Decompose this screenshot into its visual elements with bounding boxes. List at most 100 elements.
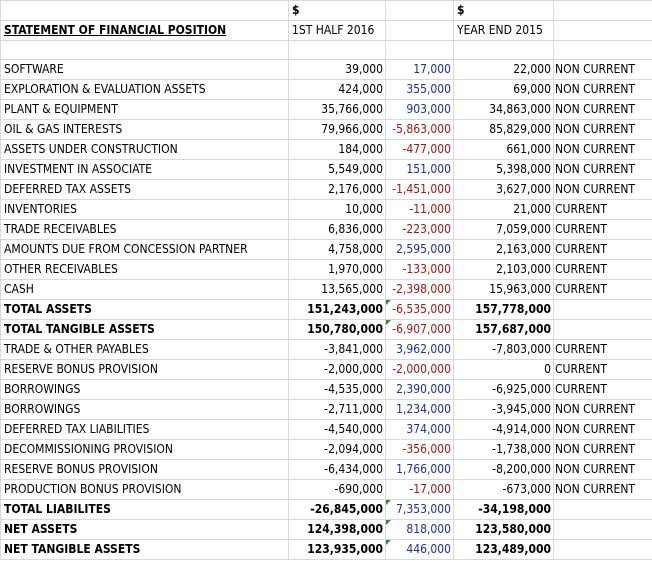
line-item-label[interactable]: EXPLORATION & EVALUATION ASSETS — [0, 79, 289, 100]
change-value[interactable]: 374,000 — [385, 419, 454, 440]
half-2016-value[interactable]: -4,535,000 — [288, 379, 386, 400]
year-end-2015-value[interactable]: -673,000 — [453, 479, 554, 500]
change-value[interactable]: 17,000 — [385, 59, 454, 80]
classification-label[interactable]: CURRENT — [553, 279, 652, 300]
classification-label[interactable]: CURRENT — [553, 259, 652, 280]
year-end-2015-value[interactable]: 21,000 — [453, 199, 554, 220]
half-2016-value[interactable]: 124,398,000 — [288, 519, 386, 540]
classification-label[interactable] — [553, 299, 652, 320]
line-item-label[interactable]: BORROWINGS — [0, 379, 289, 400]
year-end-2015-value[interactable]: 157,687,000 — [453, 319, 554, 340]
line-item-label[interactable]: TOTAL LIABILITES — [0, 499, 289, 520]
year-end-2015-value[interactable]: 7,059,000 — [453, 219, 554, 240]
half-2016-value[interactable]: 10,000 — [288, 199, 386, 220]
year-end-2015-value[interactable]: 2,103,000 — [453, 259, 554, 280]
change-value[interactable]: -6,535,000 — [385, 299, 454, 320]
classification-label[interactable]: CURRENT — [553, 339, 652, 360]
line-item-label[interactable]: NET TANGIBLE ASSETS — [0, 539, 289, 560]
change-value[interactable]: 3,962,000 — [385, 339, 454, 360]
blank-cell[interactable] — [453, 40, 554, 60]
change-value[interactable]: -2,398,000 — [385, 279, 454, 300]
half-2016-value[interactable]: 39,000 — [288, 59, 386, 80]
line-item-label[interactable]: AMOUNTS DUE FROM CONCESSION PARTNER — [0, 239, 289, 260]
year-end-2015-value[interactable]: 0 — [453, 359, 554, 380]
half-2016-value[interactable]: 184,000 — [288, 139, 386, 160]
change-value[interactable]: 446,000 — [385, 539, 454, 560]
half-2016-value[interactable]: 150,780,000 — [288, 319, 386, 340]
blank-cell[interactable] — [553, 40, 652, 60]
classification-label[interactable]: NON CURRENT — [553, 139, 652, 160]
classification-label[interactable]: NON CURRENT — [553, 399, 652, 420]
line-item-label[interactable]: RESERVE BONUS PROVISION — [0, 359, 289, 380]
classification-label[interactable]: NON CURRENT — [553, 419, 652, 440]
line-item-label[interactable]: TOTAL TANGIBLE ASSETS — [0, 319, 289, 340]
line-item-label[interactable]: NET ASSETS — [0, 519, 289, 540]
change-value[interactable]: -5,863,000 — [385, 119, 454, 140]
year-end-2015-value[interactable]: 3,627,000 — [453, 179, 554, 200]
year-end-2015-value[interactable]: 157,778,000 — [453, 299, 554, 320]
change-value[interactable]: -6,907,000 — [385, 319, 454, 340]
half-2016-value[interactable]: -2,711,000 — [288, 399, 386, 420]
change-value[interactable]: -1,451,000 — [385, 179, 454, 200]
half-2016-value[interactable]: -4,540,000 — [288, 419, 386, 440]
line-item-label[interactable]: TRADE RECEIVABLES — [0, 219, 289, 240]
column-header-half-2016[interactable]: 1ST HALF 2016 — [288, 20, 386, 41]
half-2016-value[interactable]: -26,845,000 — [288, 499, 386, 520]
classification-label[interactable]: CURRENT — [553, 359, 652, 380]
change-value[interactable]: 2,390,000 — [385, 379, 454, 400]
line-item-label[interactable]: RESERVE BONUS PROVISION — [0, 459, 289, 480]
year-end-2015-value[interactable]: -8,200,000 — [453, 459, 554, 480]
line-item-label[interactable]: CASH — [0, 279, 289, 300]
year-end-2015-value[interactable]: 69,000 — [453, 79, 554, 100]
line-item-label[interactable]: DEFERRED TAX LIABILITIES — [0, 419, 289, 440]
year-end-2015-value[interactable]: -4,914,000 — [453, 419, 554, 440]
line-item-label[interactable]: DECOMMISSIONING PROVISION — [0, 439, 289, 460]
classification-label[interactable] — [553, 499, 652, 520]
classification-label[interactable]: CURRENT — [553, 219, 652, 240]
line-item-label[interactable]: DEFERRED TAX ASSETS — [0, 179, 289, 200]
year-end-2015-value[interactable]: -34,198,000 — [453, 499, 554, 520]
change-value[interactable]: 1,234,000 — [385, 399, 454, 420]
change-value[interactable]: 7,353,000 — [385, 499, 454, 520]
classification-label[interactable] — [553, 519, 652, 540]
blank-cell[interactable] — [288, 40, 386, 60]
line-item-label[interactable]: INVESTMENT IN ASSOCIATE — [0, 159, 289, 180]
year-end-2015-value[interactable]: 2,163,000 — [453, 239, 554, 260]
year-end-2015-value[interactable]: 15,963,000 — [453, 279, 554, 300]
year-end-2015-value[interactable]: 123,580,000 — [453, 519, 554, 540]
half-2016-value[interactable]: -2,000,000 — [288, 359, 386, 380]
change-value[interactable]: 1,766,000 — [385, 459, 454, 480]
half-2016-value[interactable]: -690,000 — [288, 479, 386, 500]
half-2016-value[interactable]: 79,966,000 — [288, 119, 386, 140]
classification-label[interactable] — [553, 539, 652, 560]
blank-cell[interactable] — [385, 40, 454, 60]
line-item-label[interactable]: PLANT & EQUIPMENT — [0, 99, 289, 120]
line-item-label[interactable]: TOTAL ASSETS — [0, 299, 289, 320]
year-end-2015-value[interactable]: 22,000 — [453, 59, 554, 80]
classification-label[interactable]: NON CURRENT — [553, 59, 652, 80]
change-value[interactable]: -133,000 — [385, 259, 454, 280]
blank-cell[interactable] — [0, 0, 289, 21]
blank-cell[interactable] — [0, 40, 289, 60]
line-item-label[interactable]: PRODUCTION BONUS PROVISION — [0, 479, 289, 500]
classification-label[interactable]: CURRENT — [553, 239, 652, 260]
classification-label[interactable]: NON CURRENT — [553, 99, 652, 120]
line-item-label[interactable]: SOFTWARE — [0, 59, 289, 80]
blank-cell[interactable] — [553, 0, 652, 21]
classification-label[interactable]: NON CURRENT — [553, 479, 652, 500]
classification-label[interactable]: NON CURRENT — [553, 179, 652, 200]
change-value[interactable]: 903,000 — [385, 99, 454, 120]
year-end-2015-value[interactable]: -6,925,000 — [453, 379, 554, 400]
change-value[interactable]: -223,000 — [385, 219, 454, 240]
line-item-label[interactable]: TRADE & OTHER PAYABLES — [0, 339, 289, 360]
half-2016-value[interactable]: 13,565,000 — [288, 279, 386, 300]
change-value[interactable]: -11,000 — [385, 199, 454, 220]
line-item-label[interactable]: OTHER RECEIVABLES — [0, 259, 289, 280]
year-end-2015-value[interactable]: -7,803,000 — [453, 339, 554, 360]
classification-label[interactable] — [553, 319, 652, 340]
classification-label[interactable]: NON CURRENT — [553, 439, 652, 460]
change-value[interactable]: 2,595,000 — [385, 239, 454, 260]
line-item-label[interactable]: BORROWINGS — [0, 399, 289, 420]
classification-label[interactable]: CURRENT — [553, 199, 652, 220]
change-value[interactable]: 818,000 — [385, 519, 454, 540]
